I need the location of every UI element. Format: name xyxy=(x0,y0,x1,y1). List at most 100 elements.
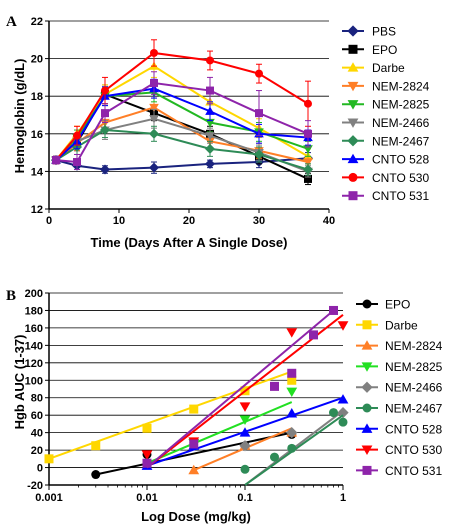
chart-a-data-point xyxy=(205,158,215,169)
chart-b-fit-line xyxy=(95,431,292,476)
chart-b-data-point xyxy=(337,406,349,419)
chart-b-ytick-label: 20 xyxy=(31,445,43,457)
chart-a-ytick-label: 16 xyxy=(31,129,43,141)
chart-b-data-point xyxy=(329,408,339,418)
chart-b-ytick-label: 100 xyxy=(25,375,43,387)
chart-b-data-point xyxy=(337,394,349,404)
legend-b-label: NEM-2824 xyxy=(385,339,443,353)
legend-a-label: NEM-2825 xyxy=(372,98,430,112)
chart-a-ytick-label: 18 xyxy=(31,91,43,103)
chart-a-data-point xyxy=(205,143,215,154)
chart-b-series xyxy=(240,408,348,486)
chart-a-ytick-label: 22 xyxy=(31,16,43,28)
chart-a-data-point xyxy=(100,164,110,175)
legend-a-label: CNTO 530 xyxy=(372,171,429,185)
chart-b-ytick-label: 180 xyxy=(25,305,43,317)
legend-a-marker xyxy=(348,172,358,182)
chart-b-data-point xyxy=(44,454,54,464)
chart-a-data-point xyxy=(101,109,109,118)
legend-a-marker xyxy=(348,191,358,201)
legend-b-label: CNTO 528 xyxy=(385,422,442,436)
chart-a-xtick-label: 0 xyxy=(46,215,52,227)
legend-a-marker xyxy=(347,135,359,147)
legend-b-label: Darbe xyxy=(385,318,418,332)
legend-a-label: CNTO 528 xyxy=(372,153,429,167)
chart-a-data-point xyxy=(150,48,158,57)
chart-a-series-line xyxy=(55,117,309,173)
legend-a-label: PBS xyxy=(372,25,396,39)
chart-a-series-line xyxy=(55,157,309,171)
chart-a-data-point xyxy=(304,99,312,108)
chart-a-data-point xyxy=(73,131,81,140)
legend-a-marker xyxy=(347,62,359,72)
chart-b-ytick-label: 40 xyxy=(31,428,43,440)
chart-a-data-point xyxy=(149,162,159,173)
chart-b-ytick-label: -20 xyxy=(27,480,43,492)
chart-a-ytick-label: 14 xyxy=(31,166,44,178)
chart-a-data-point xyxy=(100,125,110,136)
legend-b-label: CNTO 530 xyxy=(385,443,442,457)
chart-a-xtick-label: 20 xyxy=(183,215,195,227)
chart-a-data-point xyxy=(255,69,263,78)
legend-b-label: CNTO 531 xyxy=(385,464,442,478)
chart-a-ylabel: Hemoglobin (g/dL) xyxy=(12,59,27,174)
chart-b-data-point xyxy=(239,440,251,452)
legend-a-label: NEM-2824 xyxy=(372,79,430,93)
chart-a-data-point xyxy=(303,158,313,167)
chart-b-ytick-label: 80 xyxy=(31,393,43,405)
chart-a-data-point xyxy=(255,109,263,118)
chart-a-ytick-label: 20 xyxy=(31,54,43,66)
chart-b-data-point xyxy=(142,458,152,468)
legend-b-marker xyxy=(361,445,373,455)
chart-b-data-point xyxy=(287,368,297,378)
legend-a-label: CNTO 531 xyxy=(372,189,429,203)
chart-b-data-point xyxy=(141,450,153,460)
legend-b-marker xyxy=(362,299,372,309)
legend-b-label: EPO xyxy=(385,298,410,312)
legend-b-label: NEM-2825 xyxy=(385,360,443,374)
panel-a-label: A xyxy=(6,14,17,30)
chart-b-data-point xyxy=(286,427,298,439)
legend-a-marker xyxy=(347,153,359,164)
legend-a-label: NEM-2466 xyxy=(372,116,430,130)
legend-b-marker xyxy=(362,320,372,330)
chart-a: 12 14 16 18 20 22 0 10 20 30 40 xyxy=(31,16,335,227)
chart-b-data-point xyxy=(239,402,251,412)
chart-b-fit-line xyxy=(146,314,344,469)
chart-b-fit-line xyxy=(146,309,335,469)
chart-b-data-point xyxy=(308,330,318,340)
chart-a-data-point xyxy=(205,106,215,115)
chart-b-data-point xyxy=(329,305,339,315)
chart-b-ytick-label: 200 xyxy=(25,288,43,300)
chart-b-ytick-label: 0 xyxy=(37,463,43,475)
chart-b-xtick-label: 1 xyxy=(340,492,346,504)
chart-b-data-point xyxy=(91,470,101,480)
chart-a-data-point xyxy=(149,103,159,113)
chart-b-ytick-label: 140 xyxy=(25,340,43,352)
chart-b-xtick-label: 0.1 xyxy=(237,492,252,504)
panel-b-label: B xyxy=(6,288,16,304)
chart-a-data-point xyxy=(304,129,312,138)
chart-a-xtick-label: 30 xyxy=(253,215,265,227)
chart-b-fit-line xyxy=(146,401,293,465)
chart-a-data-point xyxy=(150,79,158,88)
legend-b-marker xyxy=(361,362,373,372)
legend-a-marker xyxy=(348,44,358,54)
chart-a-data-point xyxy=(205,132,215,141)
legend-b-marker xyxy=(362,403,372,413)
chart-b-data-point xyxy=(337,321,349,331)
legend-a-label: Darbe xyxy=(372,61,405,75)
chart-b-data-point xyxy=(189,404,199,414)
legend-b-marker xyxy=(361,423,373,433)
legend-b-marker xyxy=(362,465,372,475)
chart-b-ytick-label: 60 xyxy=(31,410,43,422)
chart-b-xtick-label: 0.001 xyxy=(35,492,63,504)
chart-a-data-point xyxy=(303,164,313,175)
chart-b-data-point xyxy=(239,415,251,425)
chart-b-data-point xyxy=(188,464,200,475)
chart-b-data-point xyxy=(287,443,297,453)
chart-a-ytick-label: 12 xyxy=(31,204,43,216)
chart-b-xlabel: Log Dose (mg/kg) xyxy=(141,509,251,524)
legend-a-label: NEM-2467 xyxy=(372,134,430,148)
